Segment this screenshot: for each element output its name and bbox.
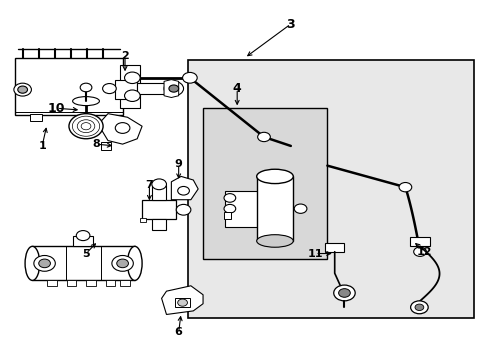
Text: 12: 12 [416, 247, 432, 257]
Circle shape [152, 179, 166, 190]
Ellipse shape [256, 235, 293, 247]
Circle shape [294, 204, 306, 213]
Circle shape [257, 132, 270, 141]
Bar [325, 243, 344, 252]
Bar [101, 141, 111, 149]
Bar [32, 246, 135, 280]
Circle shape [398, 183, 411, 192]
Circle shape [76, 230, 90, 240]
Bar [15, 58, 122, 116]
Text: 2: 2 [121, 51, 129, 61]
Text: 1: 1 [38, 141, 46, 151]
Bar [120, 65, 140, 108]
Text: 5: 5 [82, 248, 90, 258]
Circle shape [414, 304, 423, 311]
Circle shape [177, 299, 187, 306]
Ellipse shape [256, 169, 293, 184]
Bar [47, 280, 57, 286]
Text: 11: 11 [307, 248, 322, 258]
Bar [105, 280, 115, 286]
Bar [140, 218, 145, 222]
Bar [137, 83, 163, 94]
Circle shape [338, 289, 349, 297]
Text: 3: 3 [286, 18, 295, 31]
Bar [223, 212, 231, 220]
Circle shape [177, 186, 189, 195]
Circle shape [224, 204, 235, 213]
Polygon shape [171, 176, 198, 200]
Bar [175, 298, 189, 307]
Circle shape [410, 301, 427, 314]
Text: 10: 10 [48, 102, 65, 115]
Circle shape [117, 259, 128, 268]
Bar [152, 220, 166, 230]
Text: 8: 8 [92, 139, 100, 149]
Circle shape [102, 84, 116, 94]
Text: 7: 7 [145, 180, 153, 190]
Bar [73, 235, 93, 246]
Circle shape [115, 123, 130, 134]
Ellipse shape [127, 246, 142, 280]
Bar [409, 237, 429, 246]
Circle shape [124, 90, 140, 102]
Bar [142, 200, 176, 220]
Circle shape [34, 256, 55, 271]
Circle shape [14, 83, 31, 96]
Ellipse shape [73, 96, 99, 105]
Bar [120, 280, 130, 286]
Circle shape [168, 85, 178, 92]
Circle shape [112, 256, 133, 271]
Bar [188, 60, 473, 318]
Text: 6: 6 [174, 327, 182, 337]
Circle shape [333, 285, 354, 301]
Circle shape [80, 83, 92, 92]
Circle shape [163, 81, 183, 96]
Polygon shape [98, 114, 142, 144]
Bar [224, 191, 259, 226]
Circle shape [224, 194, 235, 202]
Bar [66, 280, 76, 286]
Circle shape [176, 204, 190, 215]
Polygon shape [161, 286, 203, 315]
Circle shape [413, 247, 426, 256]
Bar [256, 176, 293, 241]
Bar [115, 80, 137, 99]
Circle shape [182, 72, 197, 83]
Circle shape [124, 72, 140, 84]
Text: 9: 9 [174, 159, 182, 169]
Circle shape [69, 114, 103, 139]
Bar [86, 280, 96, 286]
Polygon shape [163, 80, 178, 98]
Bar [152, 185, 166, 200]
Text: 4: 4 [232, 82, 241, 95]
Bar [30, 114, 42, 121]
Circle shape [39, 259, 50, 268]
Ellipse shape [25, 246, 40, 280]
Bar [203, 108, 327, 259]
Circle shape [18, 86, 27, 93]
